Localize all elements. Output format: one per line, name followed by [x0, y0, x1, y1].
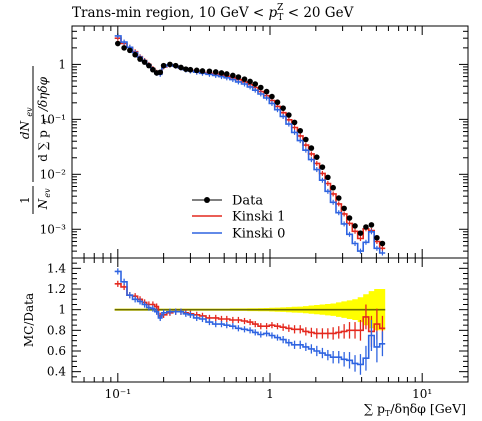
data-point	[178, 64, 184, 71]
data-point	[137, 56, 143, 62]
x-tick-label: 10¹	[412, 387, 432, 401]
data-point	[183, 66, 189, 72]
data-point	[257, 84, 264, 91]
data-point	[325, 174, 331, 181]
data-point	[127, 47, 133, 54]
svg-text:d ∑ p: d ∑ p	[36, 130, 50, 162]
y-tick-label: 10⁻¹	[40, 112, 66, 126]
ratio-y-tick-label: 1.4	[47, 261, 66, 275]
data-point	[115, 40, 121, 47]
data-point	[335, 195, 342, 201]
data-point	[206, 68, 213, 75]
data-point	[212, 69, 219, 75]
data-point	[235, 74, 242, 80]
data-point	[230, 72, 236, 79]
data-point	[247, 78, 253, 85]
data-point	[303, 136, 309, 143]
data-point	[121, 45, 127, 51]
data-point	[308, 145, 315, 151]
svg-text:ev: ev	[43, 188, 52, 198]
main-data-layer	[114, 33, 386, 256]
data-point	[330, 184, 336, 191]
legend: Data Kinski 1 Kinski 0	[192, 194, 285, 242]
ratio-y-axis-label: MC/Data	[22, 293, 36, 347]
ratio-y-tick-label: 1.2	[47, 282, 66, 296]
y-tick-label: 10⁻²	[40, 167, 67, 181]
svg-text:Kinski 1: Kinski 1	[232, 210, 285, 225]
ratio-data-layer	[114, 268, 386, 375]
data-point	[346, 215, 353, 221]
svg-text:Kinski 0: Kinski 0	[232, 227, 285, 242]
data-point	[141, 59, 148, 65]
ratio-y-tick-label: 0.6	[47, 344, 66, 358]
svg-text:1: 1	[18, 196, 32, 204]
svg-text:/δηδφ: /δηδφ	[36, 76, 50, 112]
main-y-axis-label: 1 N ev dN ev d ∑ p T /δηδφ	[18, 66, 52, 214]
plot-title: Trans-min region, 10 GeV < pZ T < 20 GeV	[72, 3, 354, 23]
data-point	[280, 105, 286, 111]
ratio-y-tick-label: 1	[58, 303, 66, 317]
data-point	[291, 119, 298, 126]
data-point	[286, 112, 292, 118]
data-point	[193, 67, 200, 74]
data-point	[160, 62, 167, 69]
data-point	[352, 223, 358, 229]
svg-text:dN: dN	[18, 120, 32, 139]
ratio-ticks: 10⁻¹ 1 10¹ 0.4 0.6 0.8 1 1.2 1.4	[47, 258, 469, 401]
main-ticks: 1 10⁻¹ 10⁻² 10⁻³	[40, 25, 469, 259]
data-point	[374, 234, 380, 241]
svg-text:T: T	[43, 119, 52, 125]
legend-entry-kinski-0: Kinski 0	[192, 227, 285, 242]
y-tick-label: 10⁻³	[40, 222, 67, 236]
data-point	[341, 205, 347, 212]
ratio-y-tick-label: 0.4	[47, 365, 66, 379]
x-tick-label: 1	[266, 387, 274, 401]
data-point	[263, 88, 270, 95]
data-point	[167, 61, 173, 68]
data-point	[297, 127, 304, 134]
data-point	[172, 62, 179, 69]
svg-text:Data: Data	[232, 194, 263, 209]
data-point	[368, 222, 375, 228]
main-panel: 1 10⁻¹ 10⁻² 10⁻³	[40, 25, 469, 259]
data-point	[218, 70, 225, 76]
data-point	[357, 230, 364, 236]
data-point	[319, 164, 326, 170]
data-point	[187, 66, 194, 73]
data-point	[379, 240, 386, 247]
data-point	[252, 81, 259, 87]
data-point	[269, 93, 275, 100]
y-tick-label: 1	[58, 57, 66, 71]
data-point	[274, 99, 281, 106]
ratio-y-tick-label: 0.8	[47, 323, 66, 337]
data-point	[199, 68, 206, 74]
data-point	[150, 66, 156, 73]
legend-entry-kinski-1: Kinski 1	[192, 210, 285, 225]
x-axis-label: ∑ pT/δηδφ [GeV]	[364, 401, 466, 418]
data-point	[146, 62, 152, 69]
data-point	[157, 69, 164, 76]
data-point	[241, 76, 248, 82]
x-tick-label: 10⁻¹	[105, 387, 131, 401]
data-point	[363, 224, 369, 230]
data-point	[132, 51, 138, 58]
ratio-line-kinski-0	[114, 270, 386, 366]
legend-entry-data: Data	[192, 194, 263, 209]
data-point	[223, 71, 230, 77]
ratio-frame	[71, 257, 469, 383]
svg-text:N: N	[36, 198, 50, 210]
svg-text:ev: ev	[25, 107, 34, 117]
data-point	[313, 154, 320, 160]
ratio-panel: 10⁻¹ 1 10¹ 0.4 0.6 0.8 1 1.2 1.4	[47, 257, 469, 401]
